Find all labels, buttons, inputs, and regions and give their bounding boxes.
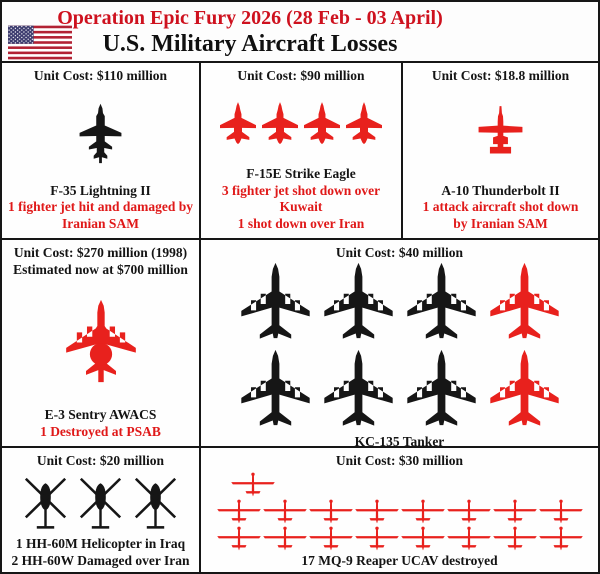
loss-note-line: 17 MQ-9 Reaper UCAV destroyed [301, 552, 498, 568]
aircraft-icon-row [203, 261, 596, 346]
f15-silhouette-icon [260, 102, 300, 149]
cell-kc135: Unit Cost: $40 million KC-135 Tanker At … [201, 240, 598, 465]
a10-silhouette-icon [477, 106, 524, 161]
header: Operation Epic Fury 2026 (28 Feb - 03 Ap… [2, 2, 598, 63]
mq9-silhouette-icon [262, 499, 308, 525]
aircraft-icon-row [4, 103, 197, 165]
aircraft-icon-row [216, 526, 583, 552]
mq9-silhouette-icon [354, 526, 400, 552]
loss-note-line: Iranian SAM [62, 215, 139, 231]
mq9-silhouette-icon [400, 499, 446, 525]
aircraft-icon-row [216, 499, 583, 525]
caption: A-10 Thunderbolt II 1 attack aircraft sh… [423, 183, 579, 232]
aircraft-icon-row [203, 102, 399, 149]
helo-silhouette-icon [129, 474, 182, 535]
f15-silhouette-icon [218, 102, 258, 149]
aircraft-name: A-10 Thunderbolt II [441, 182, 560, 198]
kc135-silhouette-icon [320, 348, 397, 433]
loss-note-line: 1 fighter jet hit and damaged by [7, 199, 193, 215]
loss-grid: Unit Cost: $110 million F-35 Lightning I… [2, 63, 598, 572]
mq9-silhouette-icon [216, 499, 262, 525]
loss-note-line: 1 HH-60M Helicopter in Iraq [15, 536, 186, 552]
aircraft-icons [203, 85, 399, 166]
header-text: Operation Epic Fury 2026 (28 Feb - 03 Ap… [2, 5, 498, 57]
kc135-silhouette-icon [237, 261, 314, 346]
mq9-silhouette-icon [216, 526, 262, 552]
helo-silhouette-icon [19, 474, 72, 535]
loss-note-line: 3 fighter jet shot down over Kuwait [221, 182, 381, 215]
f15-silhouette-icon [344, 102, 384, 149]
loss-note-line: by Iranian SAM [453, 215, 548, 231]
mq9-silhouette-icon [230, 472, 276, 498]
kc135-silhouette-icon [403, 261, 480, 346]
mq9-silhouette-icon [308, 499, 354, 525]
f15-silhouette-icon [302, 102, 342, 149]
unit-cost-label: Unit Cost: $20 million [36, 453, 165, 468]
unit-cost-label: Unit Cost: $110 million [33, 68, 168, 83]
cell-e3: Unit Cost: $270 million (1998) Estimated… [2, 240, 201, 448]
kc135-silhouette-icon [486, 261, 563, 346]
page-title: Operation Epic Fury 2026 (28 Feb - 03 Ap… [57, 7, 443, 29]
mq9-silhouette-icon [492, 499, 538, 525]
loss-note-line: 1 shot down over Iran [237, 215, 365, 231]
aircraft-icon-row [203, 348, 596, 433]
aircraft-icons [4, 279, 197, 407]
mq9-silhouette-icon [308, 526, 354, 552]
kc135-silhouette-icon [237, 348, 314, 433]
aircraft-icons [4, 85, 197, 183]
kc135-silhouette-icon [403, 348, 480, 433]
caption: 17 MQ-9 Reaper UCAV destroyed [301, 553, 497, 569]
cell-f15e: Unit Cost: $90 million F-15E Strike Eagl… [201, 63, 403, 240]
mq9-silhouette-icon [492, 526, 538, 552]
mq9-silhouette-icon [446, 526, 492, 552]
cell-mq9: Unit Cost: $30 million 17 MQ-9 Reaper UC… [201, 448, 598, 572]
mq9-silhouette-icon [354, 499, 400, 525]
kc135-silhouette-icon [320, 261, 397, 346]
unit-cost-label: Unit Cost: $270 million (1998) Estimated… [13, 245, 188, 279]
caption: F-35 Lightning II 1 fighter jet hit and … [8, 183, 193, 232]
unit-cost-line: Estimated now at $700 million [13, 261, 188, 277]
aircraft-name: KC-135 Tanker [354, 433, 445, 449]
aircraft-icon-row [216, 472, 583, 498]
loss-note-line: 2 HH-60W Damaged over Iran [11, 552, 190, 568]
mq9-silhouette-icon [538, 526, 584, 552]
aircraft-name: F-15E Strike Eagle [246, 166, 356, 182]
aircraft-icons [203, 260, 596, 434]
aircraft-icon-row [4, 474, 197, 535]
e3-silhouette-icon [60, 298, 142, 387]
aircraft-icon-row [4, 298, 197, 387]
unit-cost-label: Unit Cost: $18.8 million [431, 68, 570, 83]
f35-silhouette-icon [77, 103, 124, 165]
mq9-silhouette-icon [400, 526, 446, 552]
page-subtitle: U.S. Military Aircraft Losses [102, 31, 398, 57]
mq9-silhouette-icon [446, 499, 492, 525]
aircraft-icons [405, 85, 596, 183]
unit-cost-label: Unit Cost: $30 million [335, 453, 464, 468]
cell-a10: Unit Cost: $18.8 million A-10 Thunderbol… [403, 63, 598, 240]
mq9-silhouette-icon [538, 499, 584, 525]
cell-hh60: Unit Cost: $20 million 1 HH-60M Helicopt… [2, 448, 201, 572]
mq9-silhouette-icon [262, 526, 308, 552]
caption: E-3 Sentry AWACS 1 Destroyed at PSAB [40, 407, 161, 440]
aircraft-icons [203, 470, 596, 553]
unit-cost-label: Unit Cost: $40 million [335, 245, 464, 260]
us-flag-icon [8, 25, 72, 60]
unit-cost-line: Unit Cost: $270 million (1998) [13, 245, 188, 260]
helo-silhouette-icon [74, 474, 127, 535]
kc135-silhouette-icon [486, 348, 563, 433]
aircraft-icons [4, 470, 197, 537]
cell-f35: Unit Cost: $110 million F-35 Lightning I… [2, 63, 201, 240]
caption: 1 HH-60M Helicopter in Iraq 2 HH-60W Dam… [12, 536, 190, 569]
aircraft-name: F-35 Lightning II [50, 182, 151, 198]
loss-note-line: 1 attack aircraft shot down [422, 199, 579, 215]
aircraft-name: E-3 Sentry AWACS [44, 407, 157, 423]
loss-note-line: 1 Destroyed at PSAB [40, 423, 161, 439]
aircraft-icon-row [405, 106, 596, 161]
unit-cost-label: Unit Cost: $90 million [237, 68, 365, 83]
caption: F-15E Strike Eagle 3 fighter jet shot do… [203, 166, 399, 232]
